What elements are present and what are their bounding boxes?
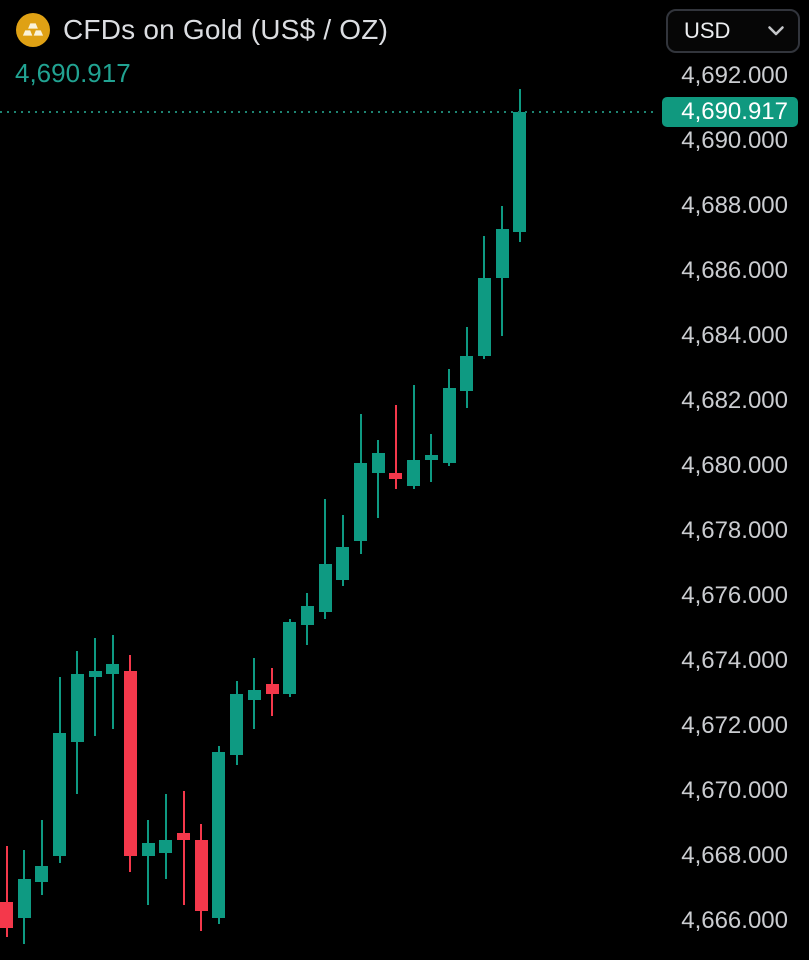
candle-wick	[5, 846, 8, 938]
candle-body-up	[283, 622, 297, 694]
candle-wick	[182, 791, 185, 905]
candle-body-up	[17, 878, 31, 918]
price-tick-label: 4,690.000	[681, 127, 788, 155]
candle-body-up	[354, 462, 367, 541]
candle-body-up	[212, 752, 226, 918]
price-tick-label: 4,682.000	[681, 387, 788, 415]
candle-body-up	[247, 690, 261, 701]
candle-body-up	[159, 839, 173, 853]
price-tick-label: 4,668.000	[681, 842, 788, 869]
gold-bars-icon	[16, 13, 50, 47]
candle-body-down	[265, 683, 279, 694]
candle-body-down	[177, 833, 190, 840]
currency-value: USD	[684, 18, 731, 43]
candle-body-down	[0, 901, 13, 928]
price-tick-label: 4,680.000	[681, 452, 788, 480]
symbol-header[interactable]: CFDs on Gold (US$ / OZ)	[16, 13, 388, 47]
candle-wick	[412, 385, 415, 489]
candle-wick	[147, 820, 150, 905]
candle-body-up	[230, 693, 244, 756]
price-axis[interactable]: 4,692.000 4,690.000 4,688.000 4,686.000 4,68…	[649, 0, 809, 960]
price-tick-label: 4,688.000	[681, 192, 788, 220]
last-price-readout: 4,690.917	[15, 58, 131, 88]
candle-body-up	[106, 664, 120, 675]
price-tick-label: 4,670.000	[681, 777, 788, 805]
candle-body-up	[53, 732, 67, 857]
last-price-line	[0, 110, 658, 113]
candle-body-up	[407, 459, 421, 486]
price-tick-label: 4,678.000	[681, 517, 788, 545]
price-tick-label: 4,684.000	[681, 322, 788, 350]
chevron-down-icon	[767, 25, 785, 37]
candle-body-up	[442, 388, 456, 463]
candle-body-up	[141, 843, 155, 856]
last-price-badge: 4,690.917	[662, 96, 798, 127]
candle-wick	[377, 440, 380, 519]
price-tick-label: 4,676.000	[681, 582, 788, 610]
candle-body-down	[389, 472, 403, 480]
currency-dropdown[interactable]: USD	[666, 9, 800, 53]
price-tick-label: 4,672.000	[681, 712, 788, 740]
candle-wick	[394, 404, 397, 489]
candle-body-up	[424, 454, 438, 460]
candle-wick	[94, 638, 96, 736]
price-tick-label: 4,674.000	[681, 647, 788, 675]
candle-body-up	[495, 229, 509, 278]
candle-body-up	[70, 674, 84, 743]
chart-canvas[interactable]	[0, 0, 660, 960]
price-tick-label: 4,666.000	[681, 907, 788, 934]
candle-body-up	[318, 563, 332, 613]
candle-wick	[324, 498, 327, 619]
candle-body-up	[88, 670, 102, 678]
price-tick-label: 4,692.000	[681, 62, 788, 90]
price-tick-label: 4,686.000	[681, 257, 788, 285]
candle-body-up	[513, 111, 527, 233]
symbol-title: CFDs on Gold (US$ / OZ)	[63, 14, 389, 45]
candle-body-down	[123, 670, 137, 857]
candle-wick	[40, 820, 43, 895]
candle-body-up	[371, 453, 385, 473]
candle-body-up	[336, 547, 350, 580]
candle-body-up	[300, 605, 314, 626]
candle-body-up	[460, 355, 474, 392]
candle-wick	[111, 635, 114, 730]
candle-body-up	[477, 277, 491, 356]
candle-wick	[164, 794, 167, 879]
candle-body-down	[194, 839, 208, 912]
candle-body-up	[35, 865, 49, 882]
